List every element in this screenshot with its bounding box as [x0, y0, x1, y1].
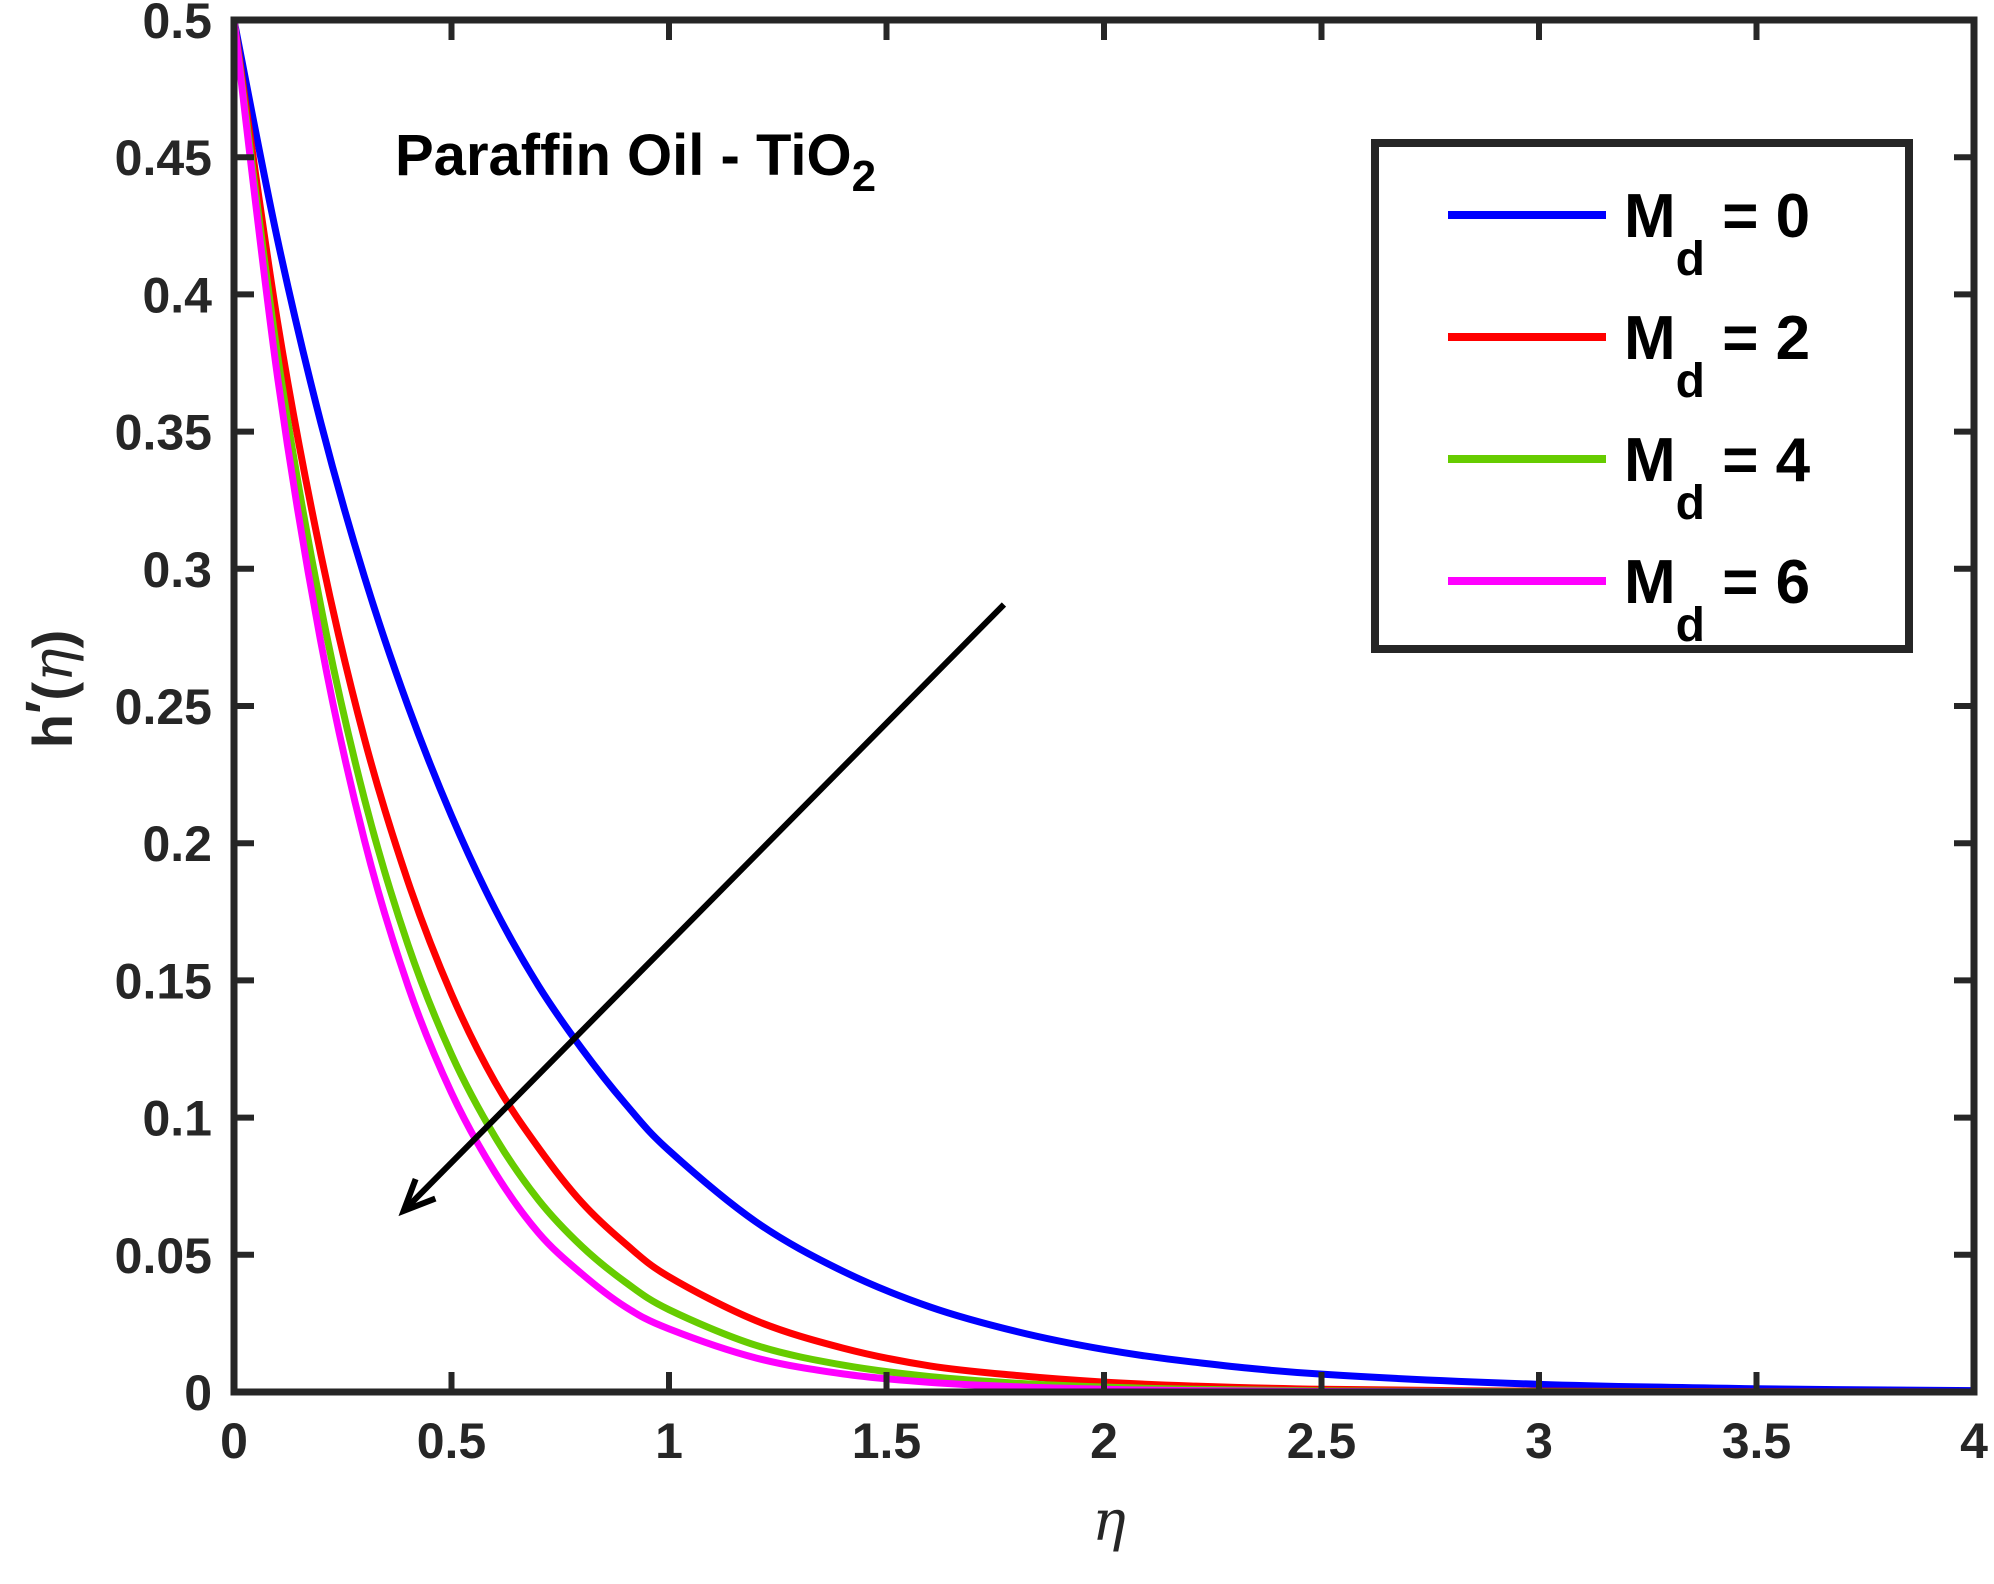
- y-axis-label-prime: ′: [13, 701, 76, 714]
- legend-label-0: Md = 0: [1624, 182, 1810, 286]
- axes-layer: [230, 16, 1978, 1396]
- y-axis-label-open: (: [21, 682, 84, 701]
- legend-label-3: Md = 6: [1624, 548, 1810, 652]
- y-tick-label: 0.4: [142, 267, 212, 323]
- y-axis-label-text: h′(η): [13, 630, 86, 749]
- x-tick-label: 2.5: [1287, 1413, 1357, 1469]
- legend: Md = 0 Md = 2 Md = 4 Md = 6: [1371, 139, 1913, 653]
- trend-arrow-shaft: [401, 602, 1007, 1214]
- x-axis-label: η: [1092, 1489, 1126, 1554]
- series-line-0: [230, 19, 1975, 1395]
- annotation-text: Paraffin Oil - TiO: [395, 123, 852, 188]
- x-tick-label: 1: [655, 1413, 683, 1469]
- y-tick-label: 0.45: [115, 130, 212, 186]
- y-tick-label: 0.2: [142, 816, 212, 872]
- legend-box: [1371, 139, 1913, 653]
- legend-label-2: Md = 4: [1624, 426, 1811, 530]
- tick-label-layer: 0 0.5 1 1.5 2 2.5 3 3.5 4 0 0.05 0.1 0.15 0.2 0.25 0.3 0…: [115, 0, 1988, 1469]
- x-tick-label: 3: [1525, 1413, 1553, 1469]
- y-axis-label-close: ): [21, 630, 84, 649]
- x-tick-label: 1.5: [852, 1413, 922, 1469]
- x-tick-label: 4: [1960, 1413, 1988, 1469]
- x-tick-label: 0.5: [417, 1413, 487, 1469]
- x-tick-label: 0: [220, 1413, 248, 1469]
- y-axis-label-prefix: h: [21, 714, 84, 748]
- trend-arrow-group: [398, 602, 1007, 1217]
- y-tick-label: 0.25: [115, 679, 212, 735]
- y-tick-label: 0.3: [142, 542, 212, 598]
- y-tick-label: 0.5: [142, 0, 212, 49]
- annotation-subscript: 2: [852, 152, 876, 201]
- y-tick-label: 0: [184, 1365, 212, 1421]
- y-axis-label-var: η: [21, 648, 86, 682]
- y-axis-label: h′(η): [13, 630, 86, 749]
- y-tick-label: 0.05: [115, 1228, 212, 1284]
- chart-annotation: Paraffin Oil - TiO2: [395, 123, 876, 201]
- trend-arrow-head: [398, 1178, 437, 1217]
- legend-label-1: Md = 2: [1624, 304, 1810, 408]
- x-tick-label: 3.5: [1722, 1413, 1792, 1469]
- y-tick-label: 0.15: [115, 953, 212, 1009]
- y-tick-label: 0.35: [115, 405, 212, 461]
- x-tick-label: 2: [1090, 1413, 1118, 1469]
- y-tick-label: 0.1: [142, 1091, 212, 1147]
